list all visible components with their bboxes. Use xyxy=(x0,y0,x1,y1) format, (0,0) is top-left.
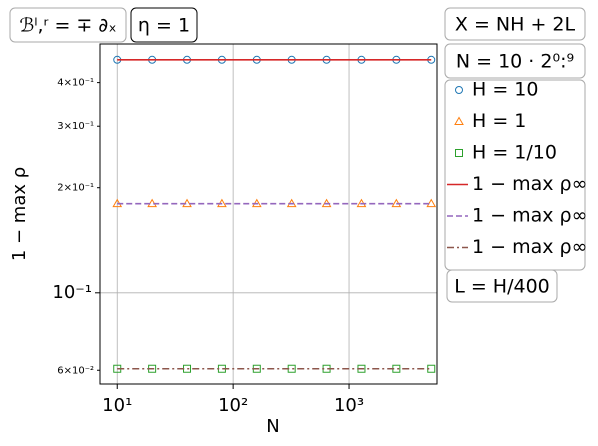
plot-frame xyxy=(99,43,438,385)
legend-label: H = 1/10 xyxy=(472,142,557,164)
y-tick-label: 2×10⁻¹ xyxy=(57,183,94,194)
x-axis-label: N xyxy=(266,416,279,437)
annotation: ℬˡ,ʳ = ∓ ∂ₓ xyxy=(19,15,116,37)
annotation: L = H/400 xyxy=(454,276,550,298)
x-tick-label: 10³ xyxy=(334,395,364,416)
marker xyxy=(455,149,463,157)
annotation-box xyxy=(130,7,198,43)
legend-label: 1 − max ρ∞ xyxy=(472,236,587,258)
annotation: X = NH + 2L xyxy=(455,14,576,36)
annotation: η = 1 xyxy=(138,15,190,37)
y-tick-label: 3×10⁻¹ xyxy=(57,121,94,132)
annotation-box xyxy=(444,7,586,41)
y-tick-label: 4×10⁻¹ xyxy=(57,78,94,89)
y-tick-label: 10⁻¹ xyxy=(52,282,92,303)
legend-label: H = 10 xyxy=(472,79,538,101)
annotation: N = 10 · 2⁰:⁹ xyxy=(456,51,574,73)
marker xyxy=(426,198,437,208)
legend-label: H = 1 xyxy=(472,110,526,132)
legend-label: 1 − max ρ∞ xyxy=(472,205,587,227)
annotation-box xyxy=(444,43,586,79)
y-axis-label: 1 − max ρ xyxy=(9,167,30,261)
annotation-box xyxy=(9,7,127,43)
marker xyxy=(183,364,192,373)
x-tick-label: 10¹ xyxy=(102,395,132,416)
marker xyxy=(455,86,463,94)
x-tick-label: 10² xyxy=(218,395,248,416)
legend xyxy=(444,79,586,271)
legend-label: 1 − max ρ∞ xyxy=(472,173,587,195)
marker xyxy=(454,116,464,125)
y-tick-label: 6×10⁻² xyxy=(57,365,94,376)
